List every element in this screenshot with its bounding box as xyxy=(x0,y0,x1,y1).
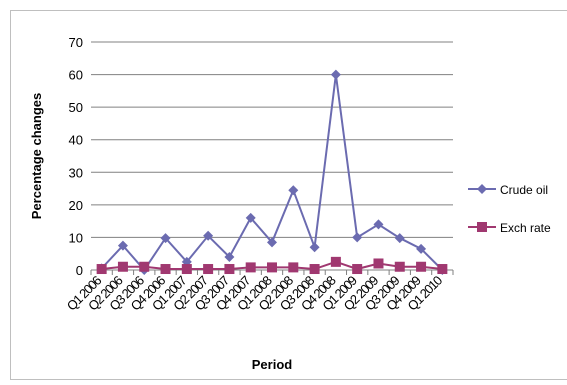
data-point xyxy=(416,243,427,254)
data-point xyxy=(160,264,171,275)
data-point xyxy=(373,219,384,230)
data-point xyxy=(245,212,256,223)
data-point xyxy=(224,251,235,262)
legend-marker xyxy=(477,222,487,232)
data-point xyxy=(373,258,384,269)
legend-label: Crude oil xyxy=(500,183,548,197)
data-point xyxy=(288,262,299,273)
data-point xyxy=(203,230,214,241)
y-tick-label: 20 xyxy=(69,198,83,213)
y-tick-label: 0 xyxy=(76,263,83,278)
data-point xyxy=(245,262,256,273)
data-point xyxy=(394,233,405,244)
series-group xyxy=(96,69,448,275)
data-point xyxy=(309,242,320,253)
data-point xyxy=(117,261,128,272)
data-point xyxy=(267,237,277,248)
data-point xyxy=(437,264,448,275)
y-tick-label: 40 xyxy=(69,133,83,148)
data-point xyxy=(330,256,341,267)
legend: Crude oil Exch rate xyxy=(468,183,551,235)
data-point xyxy=(117,240,128,251)
data-point xyxy=(352,264,363,275)
y-tick-label: 10 xyxy=(69,230,83,245)
y-tick-label: 60 xyxy=(69,68,83,83)
y-tick-label: 70 xyxy=(69,35,83,50)
data-point xyxy=(330,69,341,80)
data-point xyxy=(224,264,235,275)
y-axis-ticks: 0 10 20 30 40 50 60 70 xyxy=(69,35,83,278)
x-axis-title: Period xyxy=(252,357,293,372)
gridlines xyxy=(91,41,453,271)
data-point xyxy=(160,233,171,244)
data-point xyxy=(203,264,214,275)
chart-frame: 0 10 20 30 40 50 60 70 Q1 2006 Q2 2006 Q3 2006 Q4 … xyxy=(10,10,567,380)
data-point xyxy=(139,261,150,272)
y-tick-label: 50 xyxy=(69,100,83,115)
data-point xyxy=(352,232,363,243)
y-tick-label: 30 xyxy=(69,165,83,180)
data-point xyxy=(416,261,427,272)
data-point xyxy=(309,264,320,275)
data-point xyxy=(181,264,192,275)
data-point xyxy=(288,185,299,196)
data-point xyxy=(96,264,107,275)
data-point xyxy=(267,262,277,273)
data-point xyxy=(394,261,405,272)
y-axis-title: Percentage changes xyxy=(29,93,44,219)
legend-label: Exch rate xyxy=(500,221,551,235)
legend-marker xyxy=(477,184,487,194)
